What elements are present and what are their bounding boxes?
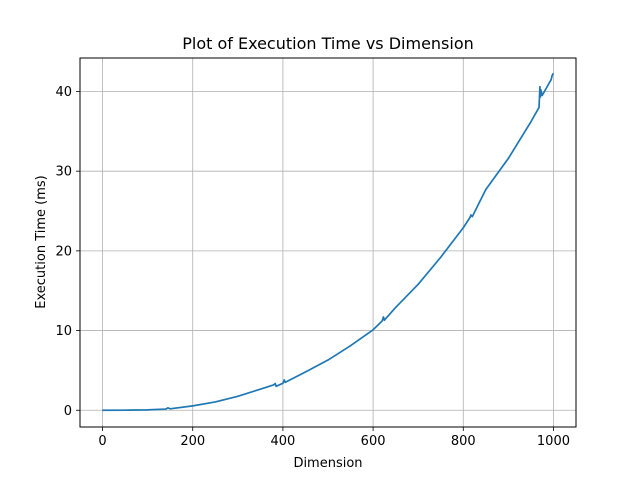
x-tick-label: 1000 bbox=[537, 434, 570, 449]
data-point bbox=[485, 188, 487, 191]
y-axis-label: Execution Time (ms) bbox=[34, 175, 49, 308]
data-point bbox=[530, 121, 532, 123]
data-point bbox=[274, 382, 276, 385]
y-tick-label: 10 bbox=[55, 324, 72, 339]
data-point bbox=[273, 384, 275, 386]
data-point bbox=[540, 89, 542, 91]
data-point bbox=[440, 256, 442, 258]
data-point bbox=[192, 405, 194, 407]
data-point bbox=[275, 385, 277, 388]
data-point bbox=[394, 306, 397, 309]
y-tick-label: 30 bbox=[55, 165, 72, 180]
data-point bbox=[538, 106, 540, 109]
data-point bbox=[372, 329, 374, 331]
x-tick-label: 400 bbox=[270, 434, 295, 449]
data-point bbox=[539, 85, 541, 88]
x-tick-label: 200 bbox=[180, 434, 205, 449]
data-point bbox=[417, 283, 419, 286]
data-point bbox=[551, 74, 553, 77]
data-point bbox=[169, 408, 171, 410]
data-point bbox=[381, 320, 383, 322]
data-point bbox=[237, 395, 239, 398]
x-axis-label: Dimension bbox=[293, 456, 362, 471]
data-point bbox=[284, 381, 286, 384]
data-point bbox=[214, 401, 216, 403]
data-point bbox=[552, 73, 554, 75]
chart-title: Plot of Execution Time vs Dimension bbox=[182, 34, 474, 53]
data-point bbox=[548, 82, 550, 85]
y-tick-label: 20 bbox=[55, 244, 72, 259]
plot-area-frame bbox=[79, 57, 577, 428]
series-layer bbox=[102, 73, 554, 412]
grid-lines bbox=[80, 58, 576, 427]
y-tick-label: 0 bbox=[64, 404, 72, 419]
x-tick-label: 800 bbox=[451, 434, 476, 449]
data-point bbox=[327, 359, 329, 361]
data-point bbox=[304, 371, 307, 373]
data-point bbox=[146, 409, 149, 411]
data-point bbox=[382, 316, 385, 318]
data-point bbox=[471, 215, 473, 218]
data-point bbox=[550, 78, 552, 81]
data-point bbox=[462, 227, 464, 229]
x-tick-label: 0 bbox=[98, 434, 106, 449]
axis-ticks: 0 200 400 600 800 1000 0 10 20 30 40 bbox=[55, 85, 570, 449]
data-point bbox=[349, 345, 352, 347]
x-tick-label: 600 bbox=[361, 434, 386, 449]
data-point bbox=[259, 388, 262, 390]
data-point bbox=[470, 214, 472, 216]
data-point bbox=[124, 409, 126, 411]
data-point bbox=[164, 408, 167, 410]
y-tick-label: 40 bbox=[55, 85, 72, 100]
data-point bbox=[383, 319, 386, 321]
data-point bbox=[102, 409, 104, 411]
data-point bbox=[283, 379, 285, 381]
data-point bbox=[469, 216, 471, 219]
data-point bbox=[541, 94, 543, 97]
series-line bbox=[102, 73, 554, 412]
data-point bbox=[539, 96, 542, 98]
data-point bbox=[507, 157, 510, 160]
data-point bbox=[167, 407, 169, 409]
data-point bbox=[282, 382, 284, 384]
